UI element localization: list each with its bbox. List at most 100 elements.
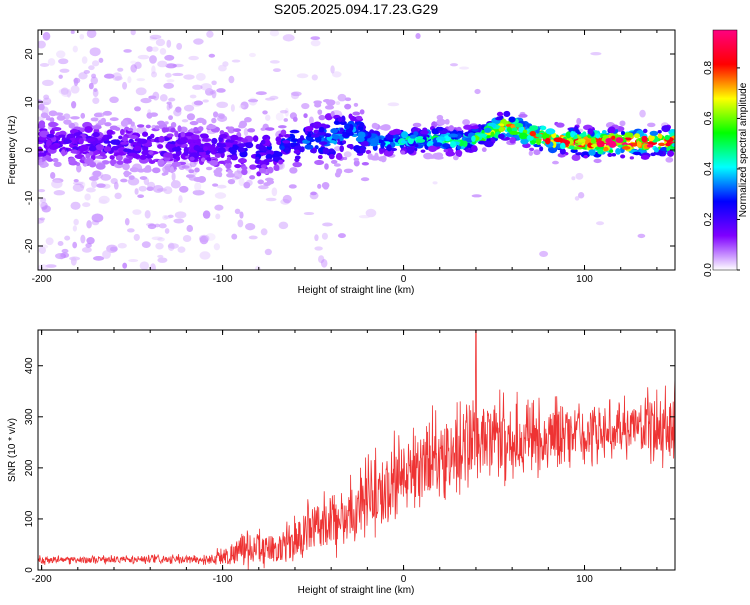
spectrogram-cell [432,181,438,185]
snr-y-label: SNR (10 * v/v) [7,418,18,482]
spectrogram-cell [237,143,247,148]
spectrogram-cell [227,126,235,134]
y-tick-label: 0 [24,147,35,153]
spectrogram-cell [533,149,541,156]
spectrogram-cell [57,240,64,247]
spectrogram-cell [48,144,59,150]
spectrogram-cell [111,145,119,151]
spectrogram-cell [293,149,301,154]
spectrogram-cell [179,137,189,144]
spectrogram-cell [330,110,335,117]
spectrogram-cell [233,128,242,133]
spectrogram-cell [199,235,209,245]
spectrogram-cell [88,145,97,152]
spectrogram-cell [559,148,566,155]
spectrogram-cell [103,140,111,144]
spectrogram-cell [150,71,157,78]
spectrogram-cell [273,164,280,171]
spectrogram-cell [463,124,473,130]
spectrogram-cell [459,66,470,70]
spectrogram-cell [267,166,274,174]
spectrogram-cell [380,142,385,149]
spectrogram-cell [188,169,195,174]
spectrogram-cell [92,170,102,178]
spectrogram-cell [49,117,55,123]
spectrogram-cell [283,134,291,138]
spectrogram-cell [565,131,572,139]
y-tick-label: -20 [24,238,35,253]
spectrogram-cell [603,146,609,152]
spectrogram-cell [289,167,298,174]
spectrogram-cell [140,97,152,104]
spectrogram-cell [183,74,195,80]
spectrogram-cell [359,122,365,128]
spectrogram-cell [483,140,494,148]
spectrogram-cell [518,132,528,140]
spectrogram-cell [168,115,173,121]
spectrogram-cell [84,126,93,133]
spectrogram-cell [189,94,197,99]
spectrogram-cell [321,232,328,240]
spectrogram-cell [152,185,164,193]
spectrogram-cell [192,84,203,90]
spectrogram-cell [38,40,46,49]
spectrogram-cell [642,128,648,134]
spectrogram-cell [92,131,100,138]
x-tick-label: 100 [576,274,593,285]
spectrogram-cell [407,137,414,145]
spectrogram-cell [90,117,99,122]
spectrogram-cell [146,46,154,52]
spectrogram-cell [509,136,516,144]
x-tick-label: -200 [32,274,52,285]
spectrogram-cell [282,34,295,42]
spectrogram-cell [229,148,237,155]
spectrogram-cell [103,146,112,153]
spectrogram-cell [176,155,181,161]
spectrogram-cell [344,97,352,102]
spectrogram-cell [495,117,503,121]
spectrogram-cell [420,149,426,153]
spectrogram-cell [152,167,161,174]
spectrogram-cell [155,38,166,47]
spectrogram-cell [73,218,79,226]
spectrogram-cell [575,129,580,134]
spectrogram-cell [71,101,77,109]
spectrogram-cell [262,110,268,115]
colorbar-ticks: 0.0 0.2 0.4 0.6 0.8 [703,61,740,277]
spectrogram-cell [185,174,194,179]
spectrogram-cell [53,161,62,167]
spectrogram-cell [258,167,267,174]
spectrogram-cell [81,56,88,64]
spectrogram-cell [456,145,462,150]
spectrogram-cell [158,223,167,229]
spectrogram-cell [193,38,204,45]
spectrogram-cell [49,129,55,136]
spectrogram-cell [334,121,340,125]
spectrogram-cell [163,186,173,195]
spectrogram-cell [114,139,121,146]
spectrogram-cell [664,134,670,141]
spectrogram-cell [38,103,45,111]
spectrogram-cell [653,147,659,153]
spectrogram-cell [170,180,181,189]
spectrogram-cell [90,76,99,85]
spectrogram-cell [344,103,352,110]
spectrogram-cell [118,151,124,156]
snr-plot-area [38,330,675,570]
spectrogram-cell [449,63,459,67]
spectrogram-cell [279,109,289,114]
spectrogram-cell [136,78,146,82]
spectrogram-cell [248,235,258,240]
spectrogram-cell [212,111,219,118]
spectrogram-cell [58,58,69,65]
spectrogram-cell [264,248,272,256]
spectrogram-cell [137,168,145,173]
spectrogram-cell [278,159,284,165]
spectrogram-cell [314,246,323,251]
spectrogram-cell [636,140,642,148]
spectrogram-cell [39,244,49,249]
spectrogram-cell [139,261,150,270]
spectrogram-cell [465,148,472,153]
spectrogram-cell [324,105,335,110]
spectrogram-cell [290,138,299,142]
